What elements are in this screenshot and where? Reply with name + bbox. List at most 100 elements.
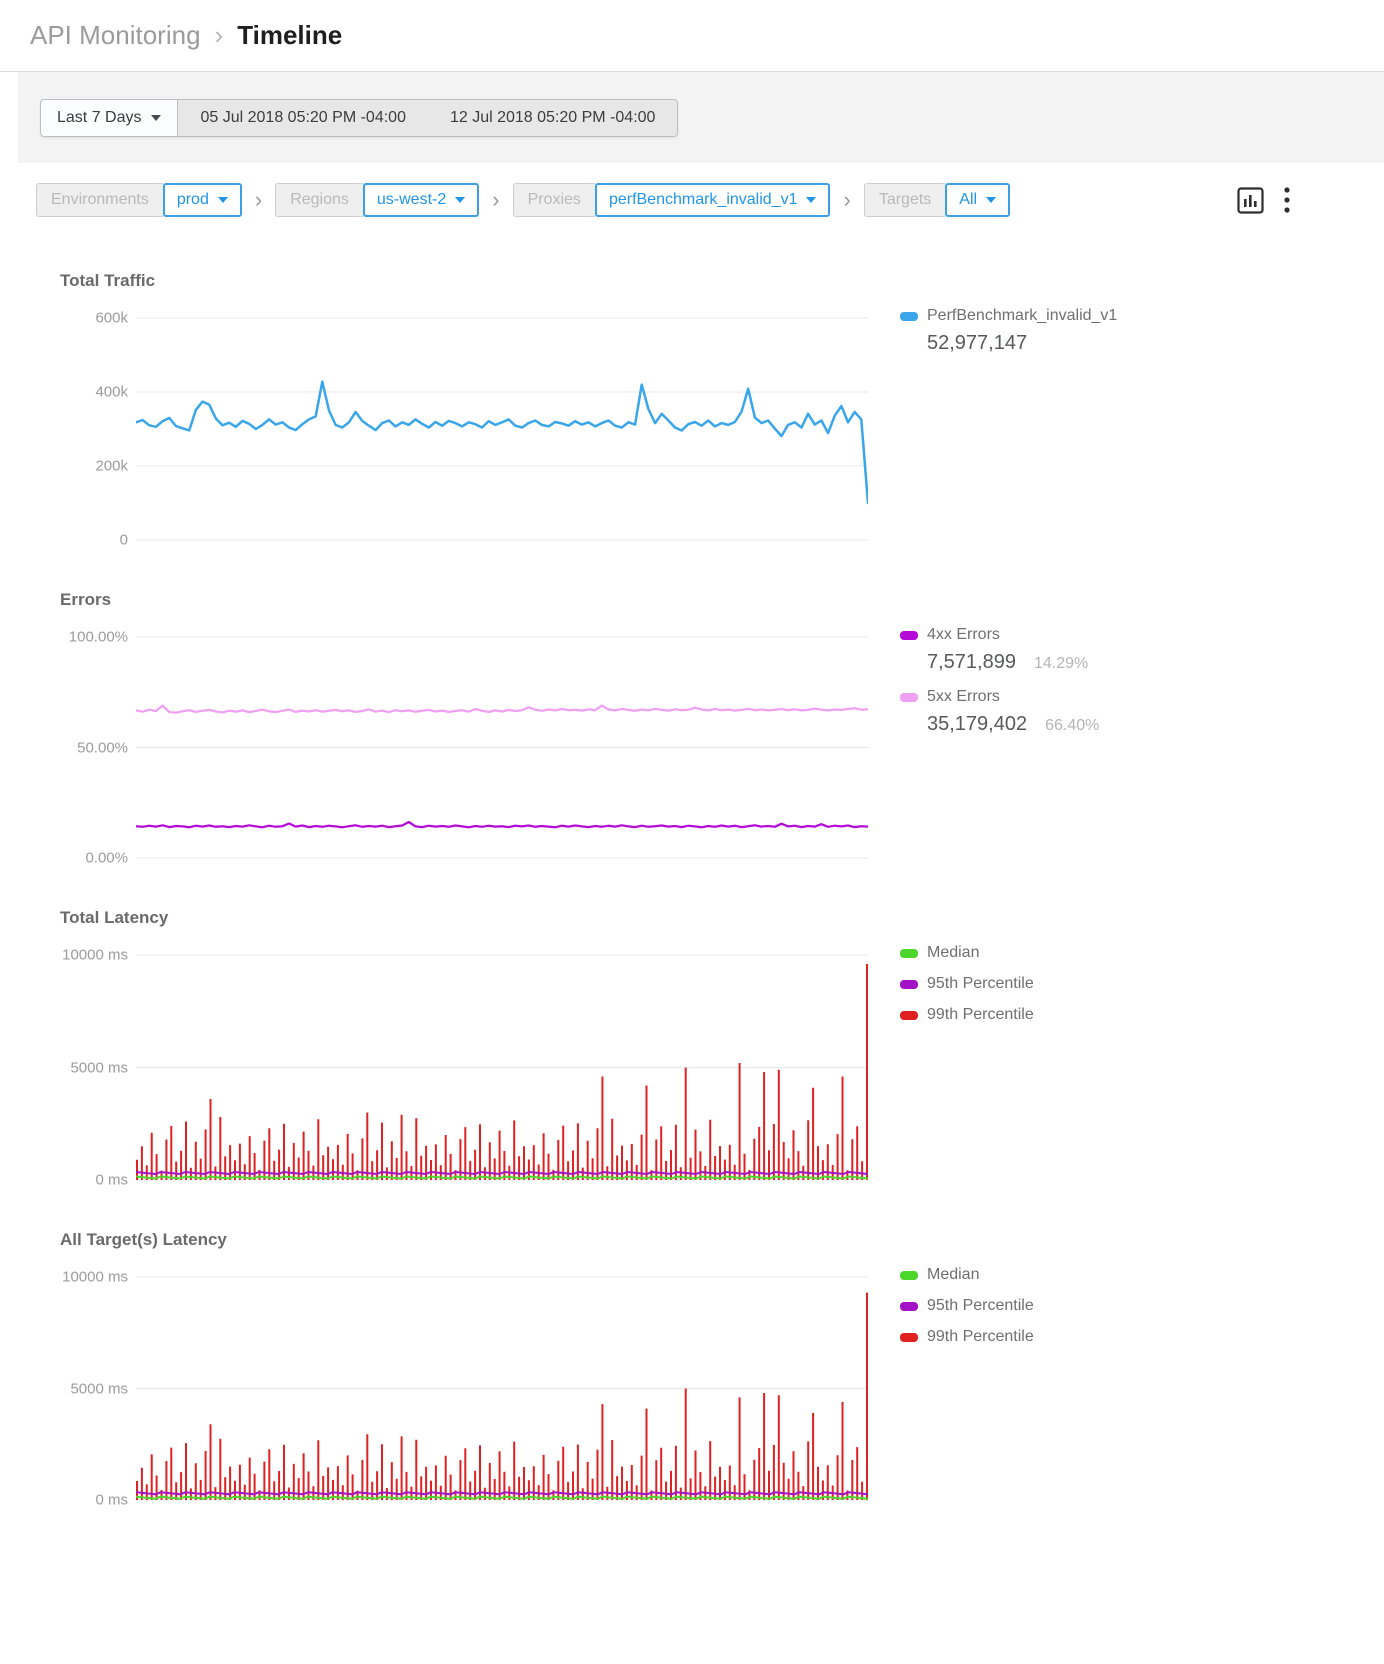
breadcrumb-separator-icon: › [214,20,224,50]
series-99th Percentile [136,1292,868,1500]
filter-environments-selected: prod [176,191,209,208]
legend-label: 95th Percentile [927,975,1034,992]
filter-proxies-label: Proxies [512,183,595,217]
legend-value-row: 35,179,402 66.40% [927,713,1230,736]
date-range-control: Last 7 Days 05 Jul 2018 05:20 PM -04:00 … [40,99,679,137]
date-preset-dropdown[interactable]: Last 7 Days [40,99,179,137]
chevron-down-icon [986,197,997,203]
filter-targets: Targets All [863,183,1011,217]
chart-title: Total Latency [60,908,169,927]
y-axis-tick: 0 ms [95,1171,128,1189]
filter-targets-label: Targets [863,183,946,217]
y-axis-tick: 0 ms [95,1491,128,1509]
filter-regions-value[interactable]: us-west-2 [362,183,480,217]
date-range-end[interactable]: 12 Jul 2018 05:20 PM -04:00 [449,109,656,126]
filter-separator-icon: › [254,187,263,212]
filter-bar: Environments prod › Regions us-west-2 › … [0,163,1384,217]
legend-swatch-icon [900,1270,918,1280]
legend-item[interactable]: PerfBenchmark_invalid_v1 [900,307,1230,325]
legend-item[interactable]: Median [900,944,1230,962]
legend-label: 5xx Errors [927,688,1000,705]
filter-proxies-selected: perfBenchmark_invalid_v1 [608,191,798,208]
series-4xx Errors [134,820,870,829]
bar-chart-icon[interactable] [1237,186,1264,214]
series-95th Percentile [135,1491,869,1496]
filter-proxies: Proxies perfBenchmark_invalid_v1 [512,183,831,217]
legend-swatch-icon [900,979,918,989]
legend-percentage: 14.29% [1033,655,1089,672]
legend-label: 99th Percentile [927,1328,1034,1345]
plot-area[interactable] [134,317,870,541]
breadcrumb-api-monitoring[interactable]: API Monitoring [30,20,201,50]
filter-regions: Regions us-west-2 [275,183,480,217]
legend-item[interactable]: 99th Percentile [900,1328,1230,1346]
legend-label: 99th Percentile [927,1006,1034,1023]
legend-swatch-icon [900,1332,918,1342]
chart-legend: Median 95th Percentile 99th Percentile [900,944,1230,1186]
chevron-down-icon [806,197,817,203]
kebab-menu-icon[interactable] [1284,187,1290,213]
plot-area[interactable] [135,1276,869,1501]
y-axis-tick: 200k [95,457,128,475]
y-axis-tick: 5000 ms [70,1059,128,1076]
filter-targets-value[interactable]: All [945,183,1011,217]
filter-proxies-value[interactable]: perfBenchmark_invalid_v1 [594,183,831,217]
filter-environments-value[interactable]: prod [162,183,242,217]
legend-label: Median [927,944,980,961]
chart-legend: 4xx Errors 7,571,899 14.29% 5xx Errors 35,17… [900,626,1230,864]
chevron-down-icon [455,197,466,203]
filter-separator-icon: › [492,187,500,212]
chart-errors: Errors 100.00% 50.00% 0.00% 4xx Errors 7,571,… [60,590,1384,867]
chart-title: All Target(s) Latency [60,1230,227,1249]
legend-item[interactable]: Median [900,1266,1230,1284]
legend-swatch-icon [900,630,918,640]
legend-swatch-icon [900,692,918,702]
legend-label: Median [927,1266,980,1283]
legend-item[interactable]: 5xx Errors [900,688,1230,706]
legend-label: 4xx Errors [927,626,1000,643]
y-axis-tick: 0 [119,531,128,549]
filter-regions-selected: us-west-2 [376,191,447,208]
page-title: Timeline [237,20,343,50]
chart-title: Total Traffic [60,271,156,290]
date-range-start[interactable]: 05 Jul 2018 05:20 PM -04:00 [200,109,406,126]
legend-value: 7,571,899 [927,651,1016,673]
series-Median [135,1175,869,1180]
filter-environments-label: Environments [36,183,163,217]
chart-total-traffic: Total Traffic 600k 400k 200k 0 PerfBenchmark_… [60,271,1384,549]
y-axis-tick: 10000 ms [62,946,128,964]
legend-value-row: 52,977,147 [927,332,1230,355]
chevron-down-icon [217,197,228,203]
date-range-band: Last 7 Days 05 Jul 2018 05:20 PM -04:00 … [18,72,1384,163]
y-axis-tick: 600k [95,309,128,327]
y-axis-tick: 400k [95,383,128,401]
legend-item[interactable]: 95th Percentile [900,1297,1230,1315]
legend-value: 52,977,147 [927,332,1028,354]
legend-item[interactable]: 99th Percentile [900,1006,1230,1024]
plot-area[interactable] [135,954,869,1181]
chevron-down-icon [151,115,162,121]
legend-item[interactable]: 4xx Errors [900,626,1230,644]
y-axis-tick: 10000 ms [62,1268,128,1286]
chart-title: Errors [60,590,112,609]
legend-percentage: 66.40% [1045,717,1100,734]
series-PerfBenchmark_invalid_v1 [134,380,870,505]
legend-swatch-icon [900,311,918,321]
plot-area[interactable] [134,636,870,859]
filter-regions-label: Regions [275,183,363,217]
series-5xx Errors [134,704,870,714]
y-axis-tick: 0.00% [85,849,128,867]
chart-legend: Median 95th Percentile 99th Percentile [900,1266,1230,1506]
date-range-values[interactable]: 05 Jul 2018 05:20 PM -04:00 12 Jul 2018 … [178,99,679,137]
legend-item[interactable]: 95th Percentile [900,975,1230,993]
series-Median [135,1495,869,1500]
chart-all-targets-latency: All Target(s) Latency 10000 ms 5000 ms 0 ms… [60,1230,1384,1509]
legend-swatch-icon [900,1301,918,1311]
date-preset-label: Last 7 Days [57,109,142,126]
legend-swatch-icon [900,948,918,958]
page-header: API Monitoring › Timeline [0,0,1384,72]
chart-total-latency: Total Latency 10000 ms 5000 ms 0 ms Median 95… [60,908,1384,1189]
y-axis-tick: 100.00% [68,628,128,646]
y-axis-tick: 50.00% [77,739,128,756]
series-99th Percentile [136,964,868,1180]
